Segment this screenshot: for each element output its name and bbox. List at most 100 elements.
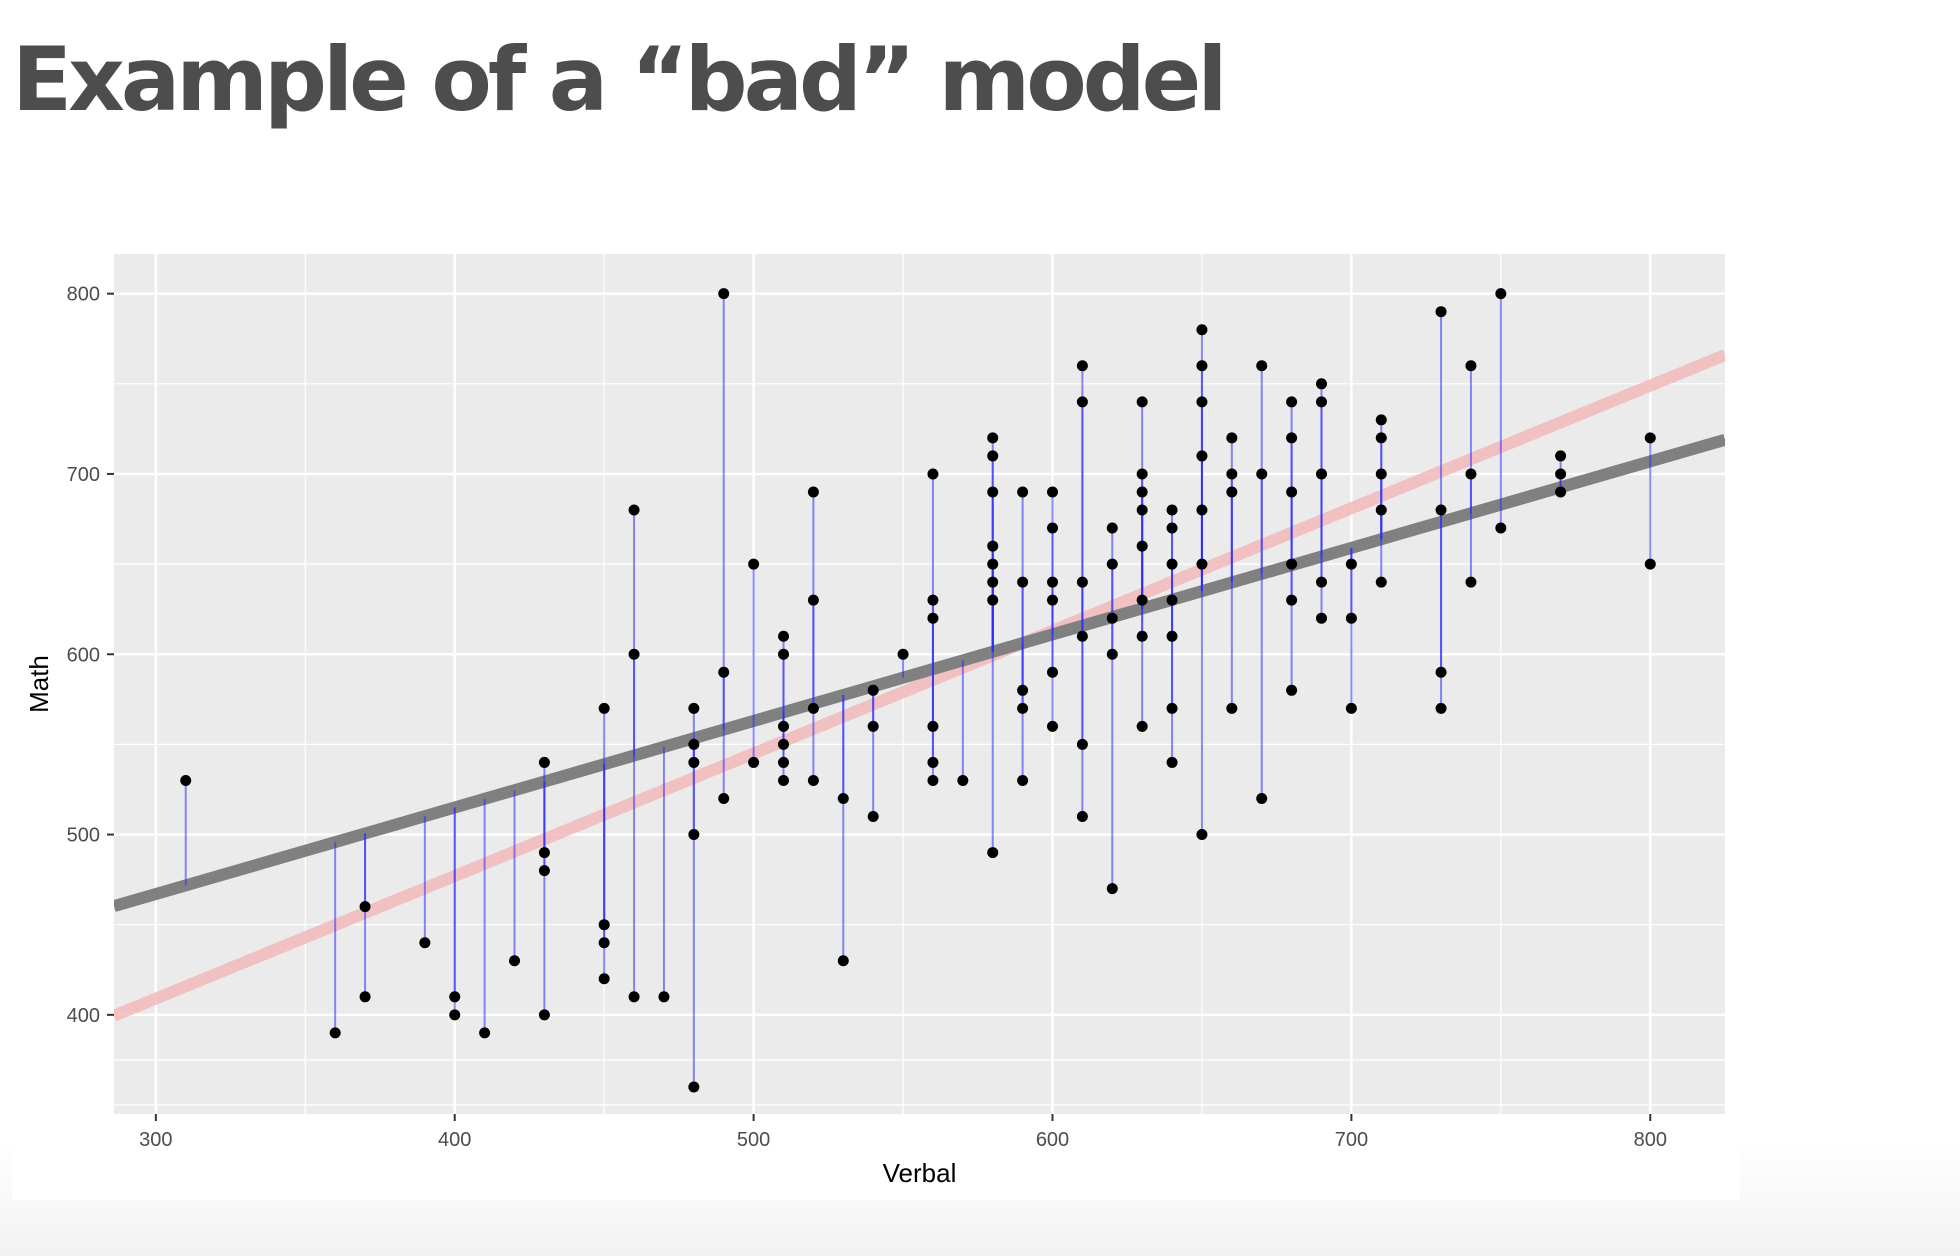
data-point	[598, 702, 610, 714]
data-point	[927, 468, 939, 480]
x-tick-label: 800	[1634, 1129, 1667, 1151]
data-point	[1196, 558, 1208, 570]
data-point	[658, 991, 670, 1003]
data-point	[509, 955, 521, 967]
data-point	[1435, 702, 1447, 714]
x-tick-label: 600	[1036, 1129, 1069, 1151]
y-axis-title: Math	[24, 655, 54, 713]
data-point	[987, 594, 999, 606]
data-point	[927, 756, 939, 768]
data-point	[538, 865, 550, 877]
data-point	[628, 504, 640, 516]
data-point	[807, 702, 819, 714]
y-tick-label: 400	[67, 1005, 100, 1027]
y-tick-label: 800	[67, 284, 100, 306]
data-point	[1017, 486, 1029, 498]
slide-title: Example of a “bad” model	[12, 28, 1227, 131]
x-tick-label: 700	[1335, 1129, 1368, 1151]
data-point	[778, 648, 790, 660]
data-point	[718, 288, 730, 300]
data-point	[1166, 756, 1178, 768]
data-point	[1136, 486, 1148, 498]
data-point	[1435, 504, 1447, 516]
data-point	[987, 450, 999, 462]
data-point	[1076, 630, 1088, 642]
data-point	[1136, 594, 1148, 606]
data-point	[1226, 432, 1238, 444]
data-point	[1465, 468, 1477, 480]
data-point	[1226, 702, 1238, 714]
x-tick-label: 300	[139, 1129, 172, 1151]
data-point	[1196, 324, 1208, 336]
data-point	[957, 774, 969, 786]
data-point	[1166, 702, 1178, 714]
data-point	[1375, 576, 1387, 588]
data-point	[778, 720, 790, 732]
data-point	[1555, 486, 1567, 498]
data-point	[1345, 612, 1357, 624]
data-point	[807, 594, 819, 606]
data-point	[1345, 558, 1357, 570]
data-point	[628, 648, 640, 660]
data-point	[1047, 594, 1059, 606]
x-tick-label: 400	[438, 1129, 471, 1151]
data-point	[778, 630, 790, 642]
data-points	[180, 288, 1656, 1093]
data-point	[1286, 396, 1298, 408]
data-point	[1166, 522, 1178, 534]
data-point	[1136, 720, 1148, 732]
data-point	[1136, 468, 1148, 480]
data-point	[1316, 612, 1328, 624]
data-point	[1555, 468, 1567, 480]
data-point	[987, 576, 999, 588]
data-point	[1106, 648, 1118, 660]
data-point	[1047, 486, 1059, 498]
data-point	[628, 991, 640, 1003]
data-point	[1226, 486, 1238, 498]
data-point	[1495, 288, 1507, 300]
data-point	[1196, 504, 1208, 516]
data-point	[538, 1009, 550, 1021]
data-point	[1316, 396, 1328, 408]
data-point	[688, 738, 700, 750]
y-tick-label: 700	[67, 464, 100, 486]
data-point	[1196, 396, 1208, 408]
y-tick-label: 600	[67, 644, 100, 666]
data-point	[1136, 504, 1148, 516]
data-point	[1465, 360, 1477, 372]
data-point	[1644, 432, 1656, 444]
data-point	[1256, 468, 1268, 480]
data-point	[987, 486, 999, 498]
data-point	[1555, 450, 1567, 462]
data-point	[1017, 576, 1029, 588]
data-point	[1166, 594, 1178, 606]
scatter-chart: 300 400 500 600 700 800 400 500 600 700 800 Verbal…	[24, 254, 1725, 1188]
data-point	[359, 901, 371, 913]
data-point	[1644, 558, 1656, 570]
data-point	[688, 829, 700, 841]
data-point	[927, 720, 939, 732]
data-point	[1286, 432, 1298, 444]
data-point	[1196, 829, 1208, 841]
data-point	[419, 937, 431, 949]
data-point	[1076, 811, 1088, 823]
data-point	[688, 702, 700, 714]
data-point	[1047, 522, 1059, 534]
axes: 300 400 500 600 700 800 400 500 600 700 800	[67, 284, 1667, 1151]
data-point	[1017, 774, 1029, 786]
data-point	[1226, 468, 1238, 480]
data-point	[1375, 468, 1387, 480]
data-point	[778, 738, 790, 750]
data-point	[1017, 702, 1029, 714]
data-point	[1106, 612, 1118, 624]
data-point	[688, 756, 700, 768]
data-point	[1286, 594, 1298, 606]
data-point	[1076, 396, 1088, 408]
data-point	[1375, 414, 1387, 426]
data-point	[449, 991, 461, 1003]
data-point	[1286, 558, 1298, 570]
data-point	[1017, 684, 1029, 696]
data-point	[1316, 378, 1328, 390]
data-point	[1345, 702, 1357, 714]
data-point	[987, 847, 999, 859]
